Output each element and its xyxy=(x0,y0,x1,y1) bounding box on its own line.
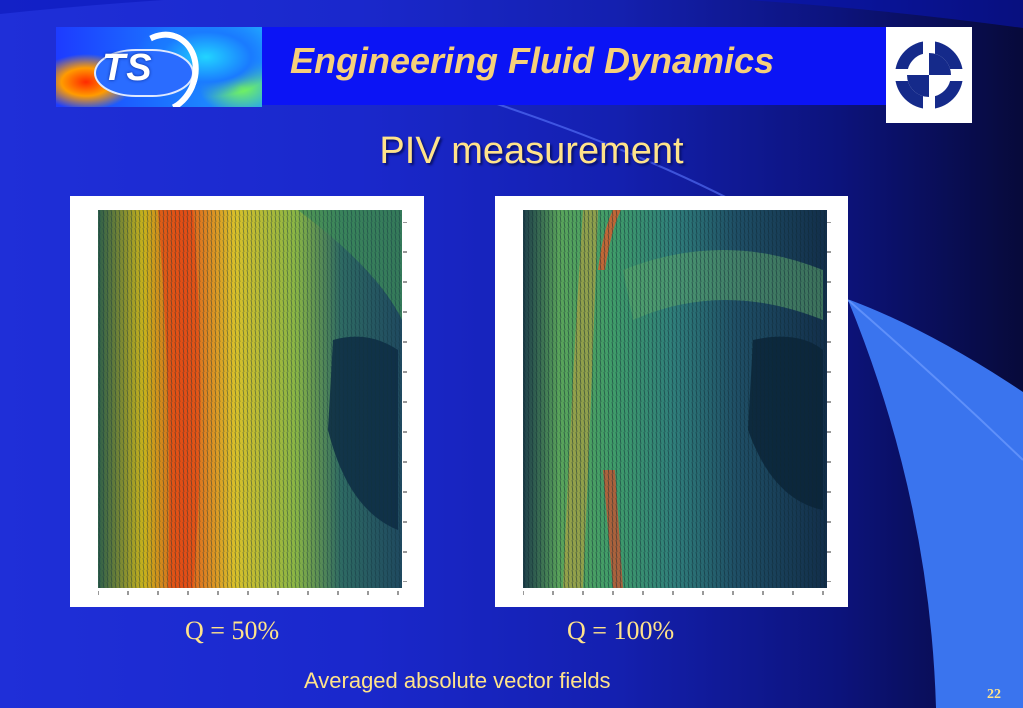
y-axis-ticks xyxy=(403,222,407,582)
x-axis-ticks xyxy=(98,591,399,595)
slide-footer: Averaged absolute vector fields xyxy=(304,668,611,693)
piv-vector-field-q100 xyxy=(495,196,848,607)
figure-caption-q100: Q = 100% xyxy=(567,616,675,645)
x-axis-ticks xyxy=(523,591,824,595)
header-title: Engineering Fluid Dynamics xyxy=(290,40,775,81)
university-logo-icon xyxy=(886,27,972,123)
vector-field-plot xyxy=(98,210,402,588)
ts-logo-icon: TS xyxy=(56,27,262,107)
piv-vector-field-q50 xyxy=(70,196,424,607)
ts-logo-text: TS xyxy=(102,47,153,89)
y-axis-ticks xyxy=(827,222,831,582)
vector-field-plot xyxy=(523,210,827,588)
figure-caption-q50: Q = 50% xyxy=(185,616,280,645)
slide-title: PIV measurement xyxy=(379,130,684,172)
page-number: 22 xyxy=(987,687,1001,702)
